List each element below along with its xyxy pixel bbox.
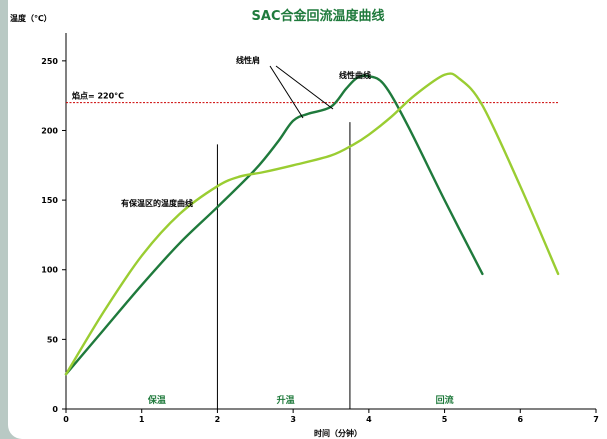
chart-title: SAC合金回流温度曲线 bbox=[252, 8, 385, 24]
x-tick-label: 1 bbox=[139, 415, 145, 424]
x-tick-label: 2 bbox=[215, 415, 221, 424]
y-tick-label: 150 bbox=[41, 196, 58, 205]
zone-label: 保温 bbox=[147, 394, 166, 406]
y-tick-label: 200 bbox=[41, 126, 58, 135]
series-line-dark bbox=[64, 74, 484, 376]
annotation-linear-curve: 线性曲线 bbox=[339, 70, 371, 80]
reflow-temperature-chart: SAC合金回流温度曲线 温度（℃） 时间（分钟） 050100150200250… bbox=[10, 8, 599, 438]
melting-point-line: 焰点= 220°C bbox=[66, 91, 559, 104]
zone-label: 回流 bbox=[436, 394, 454, 406]
y-tick-label: 50 bbox=[47, 335, 59, 344]
zone-labels: 保温 升温 回流 bbox=[147, 394, 454, 406]
melting-point-label: 焰点= 220°C bbox=[72, 91, 124, 101]
series-lines bbox=[64, 72, 560, 376]
x-tick-label: 0 bbox=[63, 415, 69, 424]
x-axis-label: 时间（分钟） bbox=[314, 428, 362, 438]
annotation-shoulder-arrow-1 bbox=[269, 65, 304, 119]
y-tick-label: 250 bbox=[41, 57, 58, 66]
series-line-light bbox=[64, 72, 560, 376]
tick-labels: 0 50 100 150 200 250 0 1 2 3 4 5 6 7 bbox=[41, 57, 598, 424]
chart-frame: SAC合金回流温度曲线 温度（℃） 时间（分钟） 0 50 100 150 200 250… bbox=[8, 0, 607, 439]
zone-dividers bbox=[216, 122, 351, 409]
y-tick-label: 0 bbox=[52, 405, 58, 414]
zone-label: 升温 bbox=[277, 394, 295, 406]
annotation-soak-curve: 有保温区的温度曲线 bbox=[121, 198, 193, 208]
y-axis-label: 温度（℃） bbox=[10, 13, 52, 23]
x-tick-label: 7 bbox=[593, 415, 599, 424]
annotation-shoulder: 线性肩 bbox=[236, 55, 260, 65]
y-tick-label: 100 bbox=[41, 266, 58, 275]
x-tick-label: 4 bbox=[366, 415, 372, 424]
x-tick-label: 6 bbox=[517, 415, 523, 424]
x-tick-label: 5 bbox=[442, 415, 448, 424]
annotations: 线性肩 线性曲线 有保温区的温度曲线 bbox=[121, 55, 371, 208]
axes bbox=[62, 33, 597, 413]
annotation-shoulder-arrow-2 bbox=[275, 65, 334, 110]
x-tick-label: 3 bbox=[290, 415, 296, 424]
